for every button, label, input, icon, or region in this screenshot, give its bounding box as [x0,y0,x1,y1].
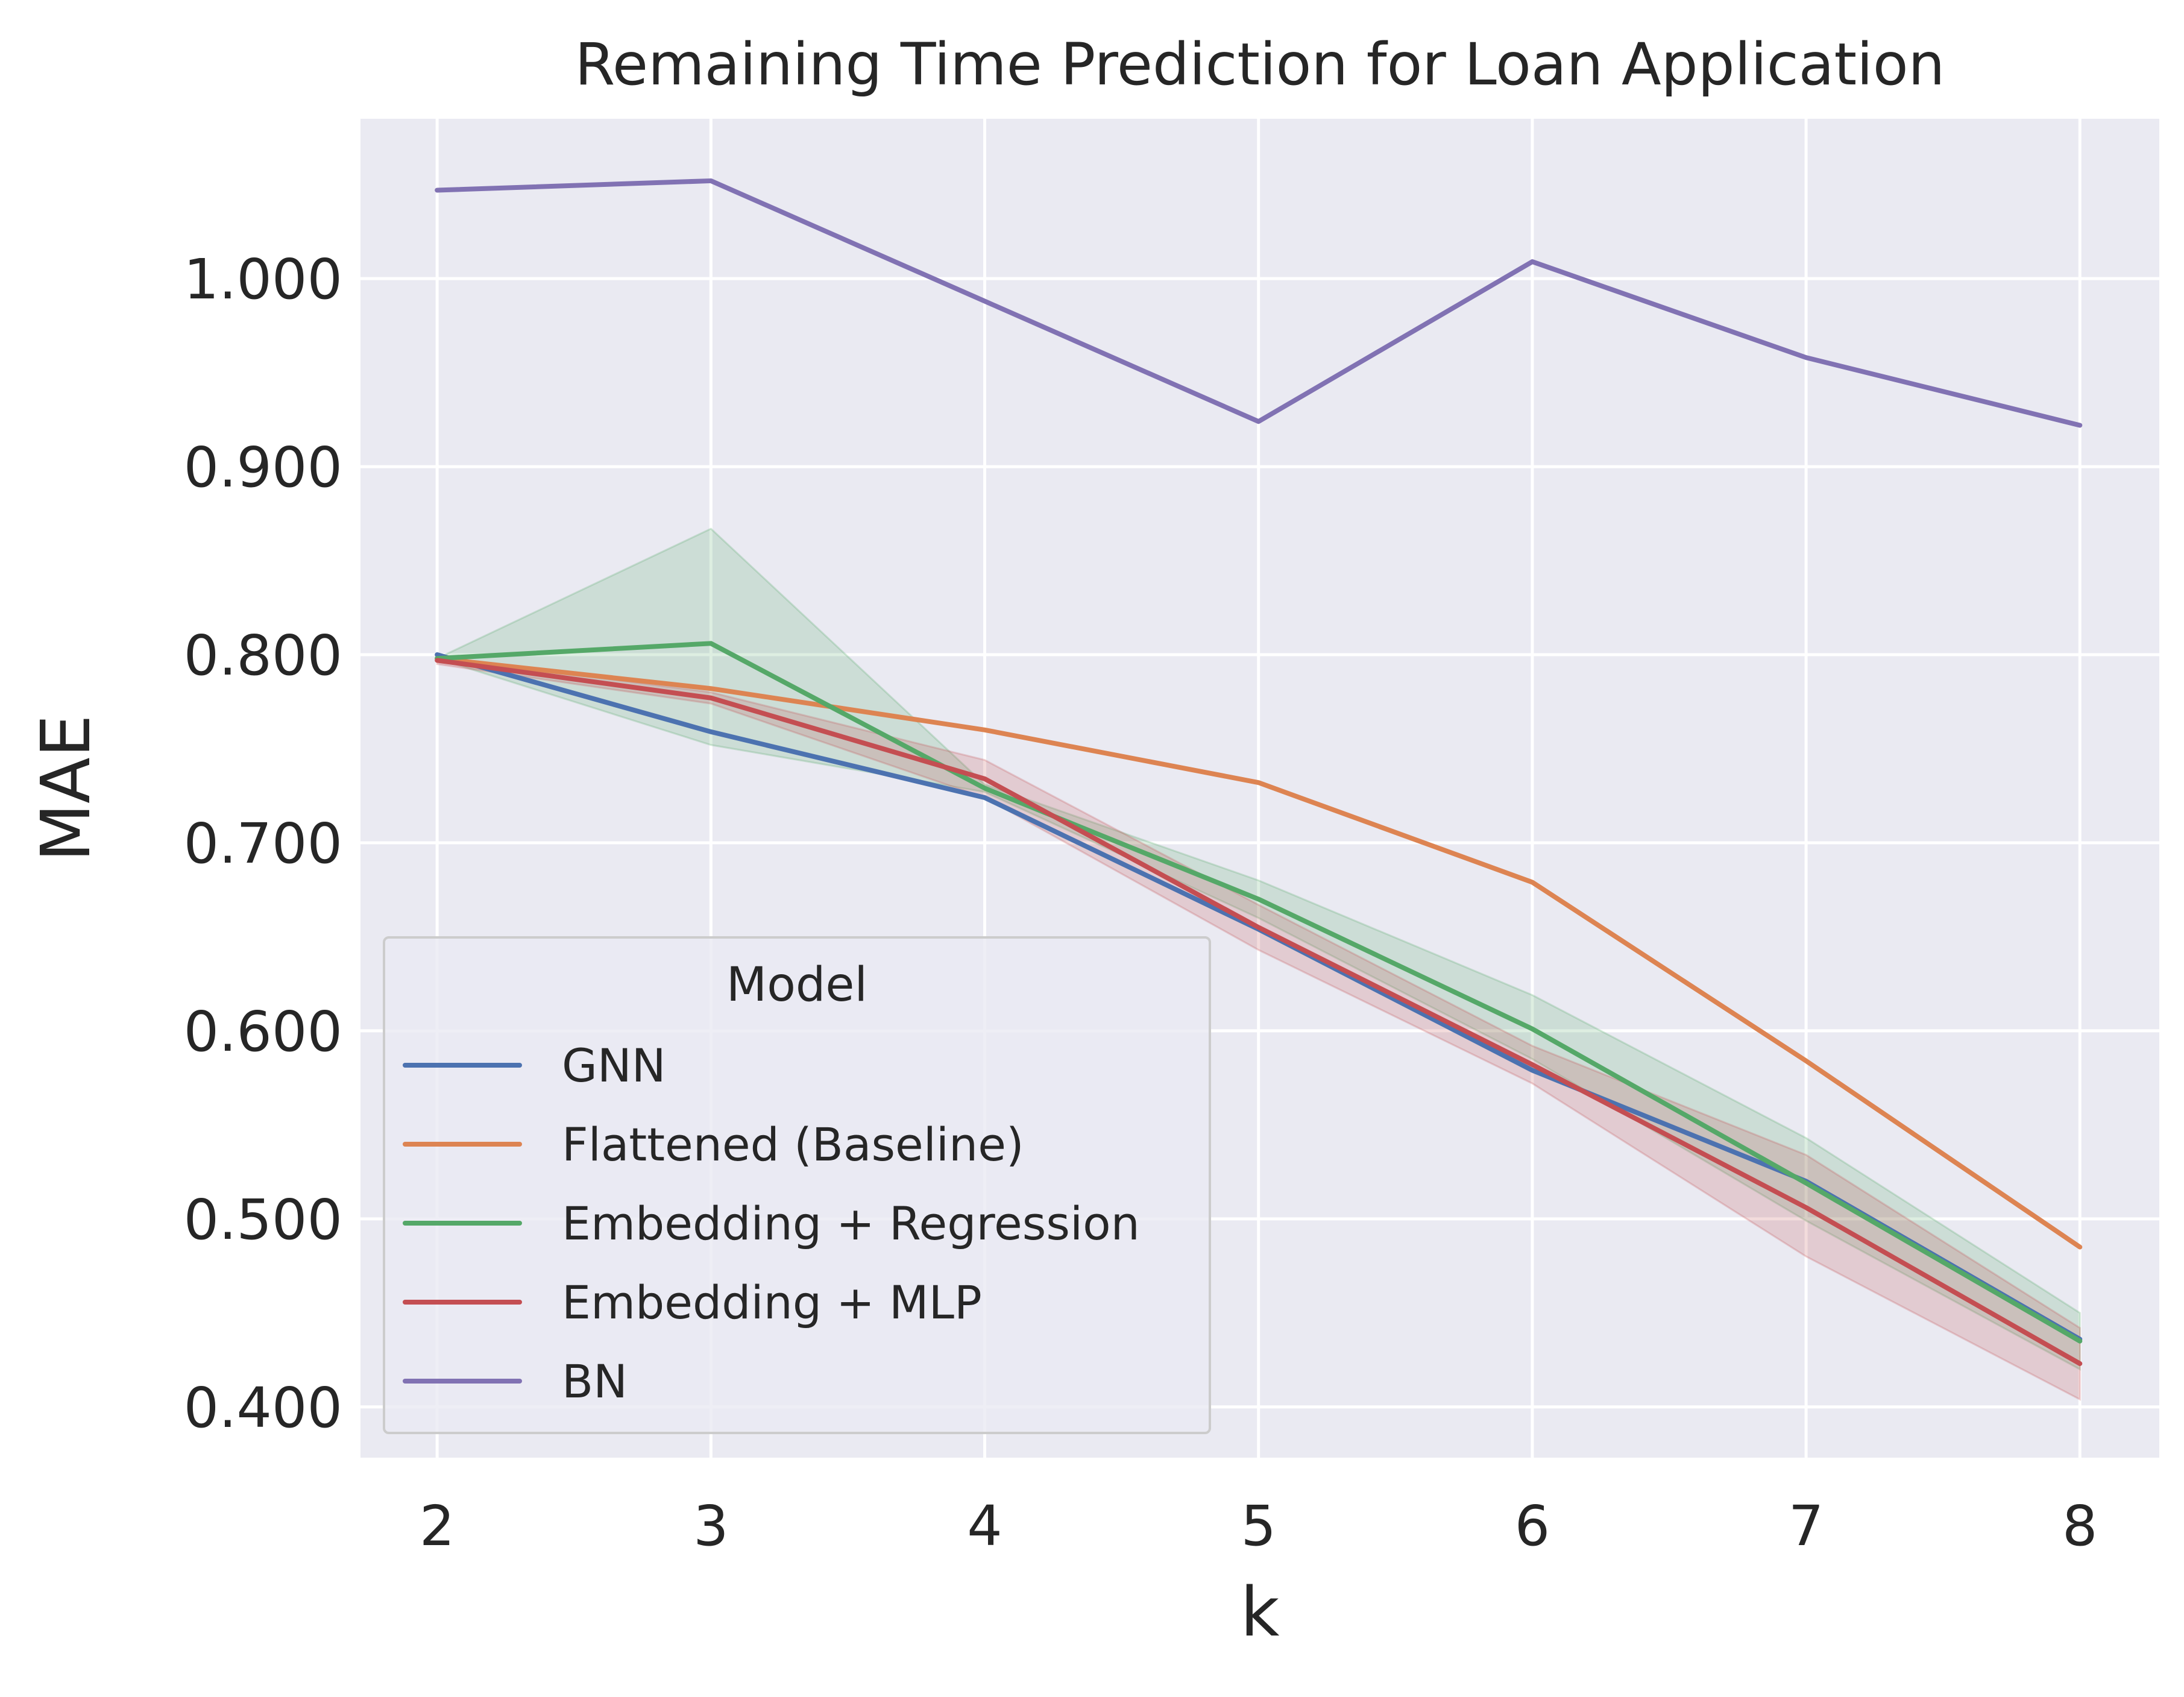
series-line [435,178,2083,428]
series-line [435,656,2083,1250]
x-axis-label: k [1241,1573,1280,1652]
y-tick-labels: 0.400 0.500 0.600 0.700 0.800 0.900 1.000 [184,247,342,1440]
x-tick-label: 6 [1515,1494,1550,1558]
x-tick-label: 4 [967,1494,1002,1558]
x-tick-label: 8 [2062,1494,2098,1558]
x-tick-labels: 2 3 4 5 6 7 8 [420,1494,2098,1558]
y-tick-label: 0.800 [184,623,342,688]
y-axis-label: MAE [27,714,105,861]
x-tick-label: 5 [1241,1494,1276,1558]
series-line [435,641,2083,1344]
x-tick-label: 7 [1789,1494,1824,1558]
legend-item-label: Embedding + Regression [562,1197,1140,1250]
legend-item-label: GNN [562,1039,666,1092]
y-tick-label: 0.700 [184,811,342,876]
series-lines [435,178,2083,1367]
legend-item-label: Embedding + MLP [562,1276,982,1329]
chart-title: Remaining Time Prediction for Loan Appli… [575,31,1945,98]
confidence-band [436,655,2081,1401]
x-tick-label: 2 [420,1494,455,1558]
legend-box [383,936,1211,1434]
y-tick-label: 1.000 [184,247,342,312]
y-tick-label: 0.600 [184,1000,342,1064]
legend-item-label: BN [562,1355,628,1408]
series-line [435,658,2083,1367]
x-tick-label: 3 [693,1494,729,1558]
legend-item-label: Flattened (Baseline) [562,1118,1024,1171]
y-tick-label: 0.400 [184,1376,342,1440]
legend: Model GNN Flattened (Baseline) Embedding +… [383,936,1211,1434]
y-tick-label: 0.500 [184,1188,342,1252]
legend-title: Model [726,958,867,1012]
y-tick-label: 0.900 [184,435,342,500]
